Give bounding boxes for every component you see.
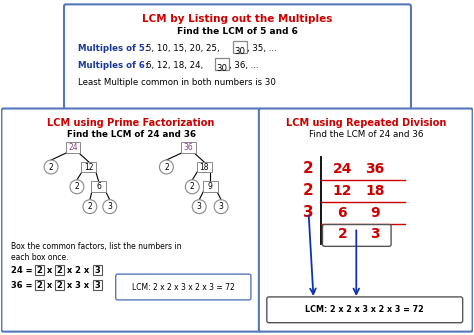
- FancyBboxPatch shape: [259, 109, 473, 332]
- Text: 2: 2: [36, 266, 43, 275]
- Text: LCM by Listing out the Multiples: LCM by Listing out the Multiples: [142, 14, 333, 24]
- Bar: [181, 142, 196, 153]
- Text: Find the LCM of 24 and 36: Find the LCM of 24 and 36: [309, 130, 423, 139]
- Text: 2: 2: [56, 280, 63, 289]
- Text: 9: 9: [208, 182, 213, 191]
- Text: 2: 2: [88, 202, 92, 211]
- Bar: [93, 280, 102, 290]
- Text: 2: 2: [303, 161, 314, 177]
- Text: each box once.: each box once.: [11, 253, 69, 262]
- Text: LCM: 2 x 2 x 3 x 2 x 3 = 72: LCM: 2 x 2 x 3 x 2 x 3 = 72: [132, 282, 235, 291]
- Text: 9: 9: [370, 206, 380, 220]
- Text: 2: 2: [36, 280, 43, 289]
- Bar: [55, 280, 64, 290]
- Bar: [91, 181, 106, 192]
- Text: 36: 36: [183, 143, 193, 152]
- Bar: [55, 265, 64, 275]
- Text: 24 =: 24 =: [11, 266, 36, 275]
- Text: Find the LCM of 5 and 6: Find the LCM of 5 and 6: [177, 27, 298, 36]
- Bar: [233, 41, 247, 53]
- Circle shape: [159, 160, 173, 174]
- Text: Multiples of 5:: Multiples of 5:: [78, 44, 148, 53]
- Bar: [215, 58, 229, 70]
- Circle shape: [214, 200, 228, 214]
- Text: 24: 24: [68, 143, 78, 152]
- Text: 2: 2: [337, 227, 347, 242]
- FancyBboxPatch shape: [322, 224, 391, 246]
- Text: 2: 2: [56, 266, 63, 275]
- Text: Find the LCM of 24 and 36: Find the LCM of 24 and 36: [66, 130, 196, 139]
- Text: 5, 10, 15, 20, 25,: 5, 10, 15, 20, 25,: [146, 44, 222, 53]
- Text: 6, 12, 18, 24,: 6, 12, 18, 24,: [146, 61, 206, 70]
- Bar: [93, 265, 102, 275]
- Text: 12: 12: [333, 184, 352, 198]
- Text: 2: 2: [74, 182, 79, 191]
- Text: LCM using Repeated Division: LCM using Repeated Division: [285, 118, 446, 128]
- Text: 3: 3: [303, 205, 314, 220]
- Text: 3: 3: [107, 202, 112, 211]
- Circle shape: [103, 200, 117, 214]
- Bar: [65, 142, 81, 153]
- Text: x: x: [44, 280, 55, 289]
- Text: 30: 30: [217, 64, 228, 73]
- Text: , 36, ...: , 36, ...: [229, 61, 259, 70]
- Bar: [82, 161, 96, 173]
- Bar: [35, 265, 44, 275]
- Text: 30: 30: [235, 47, 246, 56]
- Text: Least Multiple common in both numbers is 30: Least Multiple common in both numbers is…: [78, 78, 276, 87]
- Text: 2: 2: [164, 162, 169, 172]
- Text: 3: 3: [94, 266, 100, 275]
- Text: 2: 2: [49, 162, 54, 172]
- Text: x: x: [44, 266, 55, 275]
- FancyBboxPatch shape: [64, 4, 411, 110]
- Text: , 35, ...: , 35, ...: [247, 44, 276, 53]
- Text: 6: 6: [337, 206, 347, 220]
- Text: 6: 6: [96, 182, 101, 191]
- Bar: [35, 280, 44, 290]
- Text: x 2 x: x 2 x: [64, 266, 92, 275]
- Bar: [197, 161, 212, 173]
- Text: x 3 x: x 3 x: [64, 280, 92, 289]
- Text: LCM: 2 x 2 x 3 x 2 x 3 = 72: LCM: 2 x 2 x 3 x 2 x 3 = 72: [305, 305, 424, 314]
- Text: Multiples of 6:: Multiples of 6:: [78, 61, 148, 70]
- Text: LCM using Prime Factorization: LCM using Prime Factorization: [47, 118, 215, 128]
- FancyBboxPatch shape: [267, 297, 463, 323]
- Text: 36: 36: [365, 162, 385, 176]
- Text: 3: 3: [94, 280, 100, 289]
- FancyBboxPatch shape: [116, 274, 251, 300]
- Text: 3: 3: [197, 202, 201, 211]
- Text: 12: 12: [84, 162, 94, 172]
- Text: 36 =: 36 =: [11, 280, 36, 289]
- Circle shape: [185, 180, 199, 194]
- Text: 2: 2: [303, 183, 314, 198]
- Text: 18: 18: [365, 184, 385, 198]
- Circle shape: [44, 160, 58, 174]
- Circle shape: [70, 180, 84, 194]
- FancyBboxPatch shape: [1, 109, 261, 332]
- Circle shape: [83, 200, 97, 214]
- Bar: [203, 181, 218, 192]
- Text: Box the common factors, list the numbers in: Box the common factors, list the numbers…: [11, 243, 182, 251]
- Text: 3: 3: [219, 202, 224, 211]
- Text: 2: 2: [190, 182, 195, 191]
- Circle shape: [192, 200, 206, 214]
- Text: 3: 3: [370, 227, 380, 242]
- Text: 24: 24: [333, 162, 352, 176]
- Text: 18: 18: [200, 162, 209, 172]
